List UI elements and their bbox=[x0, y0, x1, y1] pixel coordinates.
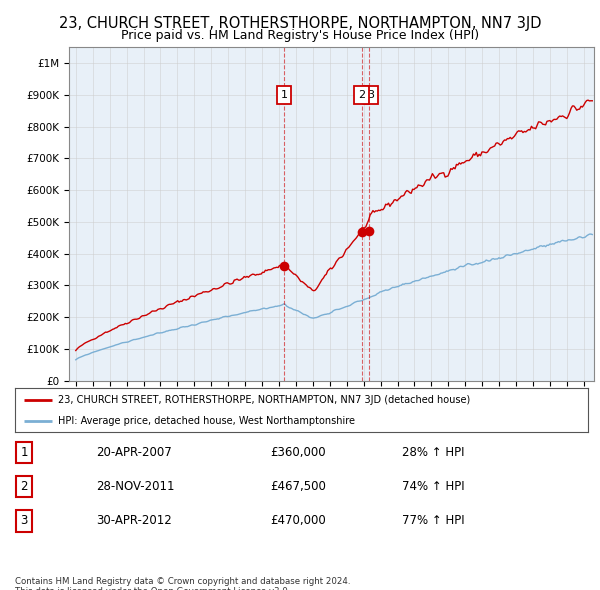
Text: 28-NOV-2011: 28-NOV-2011 bbox=[96, 480, 175, 493]
Text: Price paid vs. HM Land Registry's House Price Index (HPI): Price paid vs. HM Land Registry's House … bbox=[121, 30, 479, 42]
Text: £470,000: £470,000 bbox=[270, 514, 326, 527]
Text: 3: 3 bbox=[20, 514, 28, 527]
Text: 1: 1 bbox=[281, 90, 287, 100]
Text: 23, CHURCH STREET, ROTHERSTHORPE, NORTHAMPTON, NN7 3JD (detached house): 23, CHURCH STREET, ROTHERSTHORPE, NORTHA… bbox=[58, 395, 470, 405]
Text: 1: 1 bbox=[20, 446, 28, 459]
Text: 2: 2 bbox=[20, 480, 28, 493]
Text: 20-APR-2007: 20-APR-2007 bbox=[96, 446, 172, 459]
Text: 23, CHURCH STREET, ROTHERSTHORPE, NORTHAMPTON, NN7 3JD: 23, CHURCH STREET, ROTHERSTHORPE, NORTHA… bbox=[59, 16, 541, 31]
Text: 2: 2 bbox=[358, 90, 365, 100]
Text: 3: 3 bbox=[367, 90, 374, 100]
Text: £360,000: £360,000 bbox=[270, 446, 326, 459]
Text: £467,500: £467,500 bbox=[270, 480, 326, 493]
Text: 77% ↑ HPI: 77% ↑ HPI bbox=[402, 514, 464, 527]
Text: HPI: Average price, detached house, West Northamptonshire: HPI: Average price, detached house, West… bbox=[58, 416, 355, 426]
Text: 28% ↑ HPI: 28% ↑ HPI bbox=[402, 446, 464, 459]
Text: 30-APR-2012: 30-APR-2012 bbox=[96, 514, 172, 527]
Text: 74% ↑ HPI: 74% ↑ HPI bbox=[402, 480, 464, 493]
Text: Contains HM Land Registry data © Crown copyright and database right 2024.
This d: Contains HM Land Registry data © Crown c… bbox=[15, 577, 350, 590]
